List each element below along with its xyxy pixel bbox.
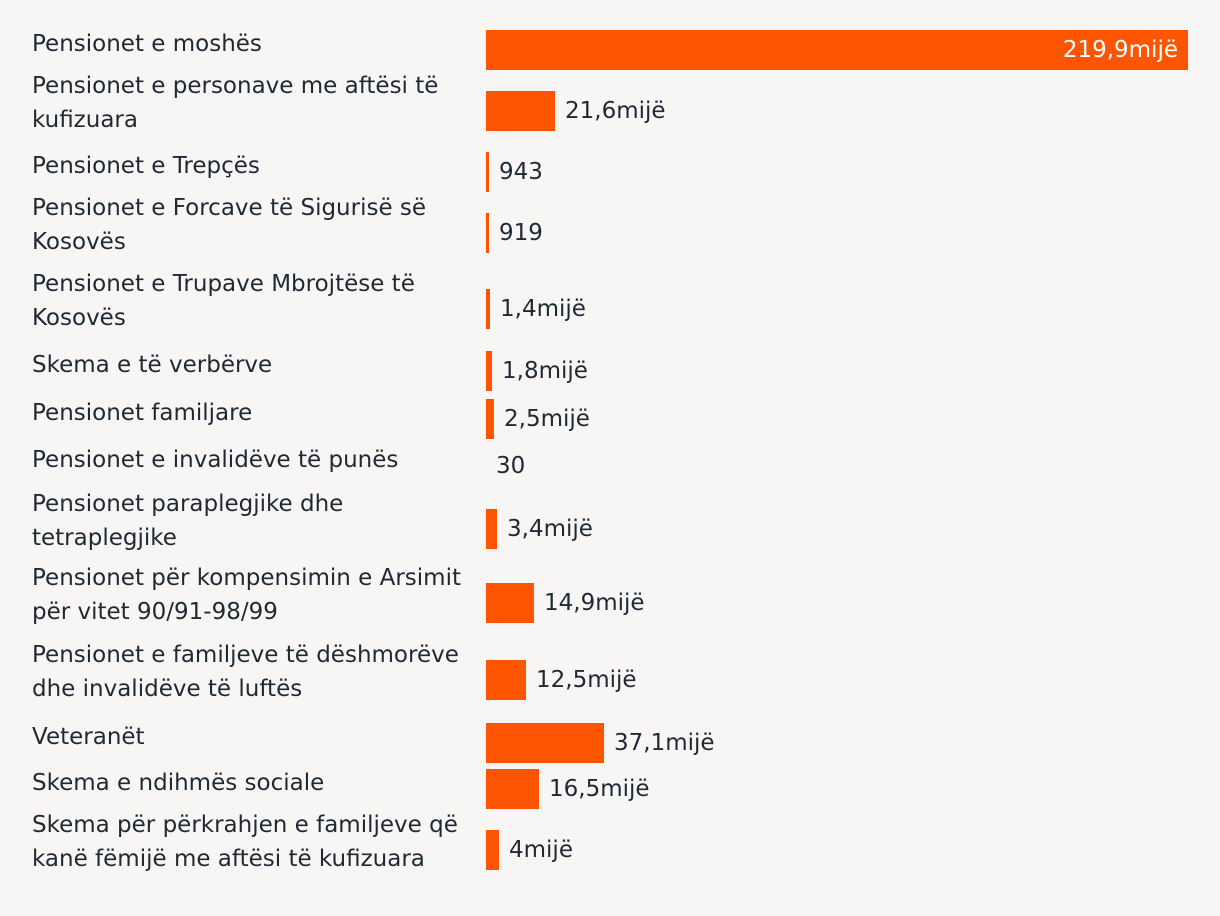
category-label: Skema për përkrahjen e familjeve që kanë… <box>32 812 458 872</box>
category-label: Veteranët <box>32 724 145 750</box>
category-label: Skema e ndihmës sociale <box>32 770 325 796</box>
bar <box>486 399 494 439</box>
value-label: 919 <box>499 220 543 246</box>
bar <box>486 351 492 391</box>
category-label: Pensionet familjare <box>32 400 253 426</box>
category-label: Pensionet e familjeve të dëshmorëve dhe … <box>32 642 459 702</box>
bar <box>486 583 534 623</box>
bar <box>486 213 489 253</box>
bar <box>486 509 497 549</box>
value-label: 1,4mijë <box>500 296 586 322</box>
bar <box>486 723 604 763</box>
bar <box>486 830 499 870</box>
value-label: 16,5mijë <box>549 776 650 802</box>
value-label: 21,6mijë <box>565 98 666 124</box>
value-label: 3,4mijë <box>507 516 593 542</box>
category-label: Pensionet e Trupave Mbrojtëse të Kosovës <box>32 271 415 331</box>
category-label: Pensionet e invalidëve të punës <box>32 447 399 473</box>
bar <box>486 91 555 131</box>
bar <box>486 152 489 192</box>
category-label: Pensionet e Forcave të Sigurisë së Kosov… <box>32 195 427 255</box>
category-label: Pensionet e personave me aftësi të kufiz… <box>32 73 439 133</box>
value-label: 12,5mijë <box>536 667 637 693</box>
category-label: Pensionet paraplegjike dhe tetraplegjike <box>32 491 344 551</box>
category-label: Pensionet e moshës <box>32 31 262 57</box>
bar <box>486 30 1188 70</box>
value-label: 14,9mijë <box>544 590 645 616</box>
value-label: 4mijë <box>509 837 573 863</box>
value-label: 943 <box>499 159 543 185</box>
value-label: 1,8mijë <box>502 358 588 384</box>
category-label: Pensionet e Trepçës <box>32 153 260 179</box>
category-label: Skema e të verbërve <box>32 352 273 378</box>
bar <box>486 289 490 329</box>
category-label: Pensionet për kompensimin e Arsimit për … <box>32 565 461 625</box>
value-label: 30 <box>496 453 526 479</box>
bar <box>486 660 526 700</box>
value-label: 37,1mijë <box>614 730 715 756</box>
value-label: 2,5mijë <box>504 406 590 432</box>
bar <box>486 769 539 809</box>
value-label: 219,9mijë <box>1062 37 1178 63</box>
